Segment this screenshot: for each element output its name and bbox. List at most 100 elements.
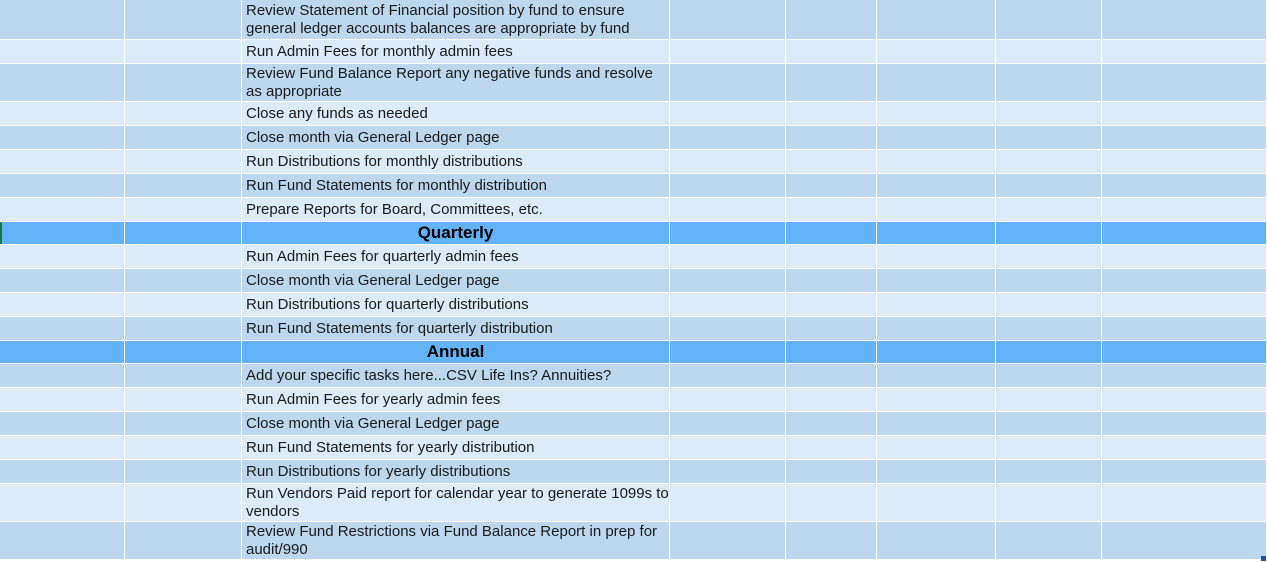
empty-cell[interactable] [670, 293, 786, 317]
empty-cell[interactable] [0, 522, 125, 560]
empty-cell[interactable] [996, 245, 1102, 269]
empty-cell[interactable] [1102, 388, 1267, 412]
empty-cell[interactable] [0, 293, 125, 317]
empty-cell[interactable] [125, 102, 242, 126]
empty-cell[interactable] [996, 317, 1102, 341]
empty-cell[interactable] [670, 317, 786, 341]
empty-cell[interactable] [1102, 460, 1267, 484]
empty-cell[interactable] [670, 102, 786, 126]
empty-cell[interactable] [670, 460, 786, 484]
empty-cell[interactable] [877, 222, 996, 245]
empty-cell[interactable] [0, 222, 125, 245]
empty-cell[interactable] [0, 269, 125, 293]
empty-cell[interactable] [125, 222, 242, 245]
empty-cell[interactable] [1102, 436, 1267, 460]
empty-cell[interactable] [1102, 64, 1267, 102]
empty-cell[interactable] [786, 269, 877, 293]
empty-cell[interactable] [0, 364, 125, 388]
empty-cell[interactable] [670, 436, 786, 460]
empty-cell[interactable] [670, 412, 786, 436]
empty-cell[interactable] [877, 364, 996, 388]
empty-cell[interactable] [670, 388, 786, 412]
empty-cell[interactable] [786, 102, 877, 126]
empty-cell[interactable] [996, 150, 1102, 174]
empty-cell[interactable] [125, 174, 242, 198]
empty-cell[interactable] [1102, 364, 1267, 388]
empty-cell[interactable] [0, 40, 125, 64]
empty-cell[interactable] [877, 460, 996, 484]
empty-cell[interactable] [125, 0, 242, 40]
empty-cell[interactable] [996, 222, 1102, 245]
empty-cell[interactable] [1102, 341, 1267, 364]
empty-cell[interactable] [996, 64, 1102, 102]
empty-cell[interactable] [125, 412, 242, 436]
empty-cell[interactable] [786, 522, 877, 560]
empty-cell[interactable] [0, 341, 125, 364]
empty-cell[interactable] [0, 412, 125, 436]
empty-cell[interactable] [877, 436, 996, 460]
empty-cell[interactable] [670, 150, 786, 174]
empty-cell[interactable] [670, 40, 786, 64]
empty-cell[interactable] [0, 174, 125, 198]
empty-cell[interactable] [0, 126, 125, 150]
task-cell[interactable]: Run Admin Fees for quarterly admin fees [242, 245, 670, 269]
empty-cell[interactable] [1102, 317, 1267, 341]
empty-cell[interactable] [1102, 484, 1267, 522]
empty-cell[interactable] [670, 522, 786, 560]
empty-cell[interactable] [877, 484, 996, 522]
empty-cell[interactable] [1102, 150, 1267, 174]
task-cell[interactable]: Review Fund Balance Report any negative … [242, 64, 670, 102]
empty-cell[interactable] [670, 174, 786, 198]
empty-cell[interactable] [125, 40, 242, 64]
empty-cell[interactable] [786, 40, 877, 64]
empty-cell[interactable] [786, 388, 877, 412]
empty-cell[interactable] [786, 460, 877, 484]
empty-cell[interactable] [877, 522, 996, 560]
empty-cell[interactable] [786, 412, 877, 436]
task-cell[interactable]: Run Distributions for monthly distributi… [242, 150, 670, 174]
empty-cell[interactable] [125, 388, 242, 412]
task-cell[interactable]: Run Distributions for quarterly distribu… [242, 293, 670, 317]
empty-cell[interactable] [125, 460, 242, 484]
task-cell[interactable]: Run Distributions for yearly distributio… [242, 460, 670, 484]
task-cell[interactable]: Run Fund Statements for yearly distribut… [242, 436, 670, 460]
task-cell[interactable]: Run Vendors Paid report for calendar yea… [242, 484, 670, 522]
task-cell[interactable]: Close month via General Ledger page [242, 269, 670, 293]
empty-cell[interactable] [877, 64, 996, 102]
empty-cell[interactable] [996, 412, 1102, 436]
empty-cell[interactable] [1102, 40, 1267, 64]
empty-cell[interactable] [877, 412, 996, 436]
empty-cell[interactable] [877, 174, 996, 198]
empty-cell[interactable] [996, 460, 1102, 484]
empty-cell[interactable] [1102, 269, 1267, 293]
task-cell[interactable]: Close month via General Ledger page [242, 412, 670, 436]
empty-cell[interactable] [786, 198, 877, 222]
empty-cell[interactable] [996, 0, 1102, 40]
empty-cell[interactable] [1102, 293, 1267, 317]
empty-cell[interactable] [670, 0, 786, 40]
empty-cell[interactable] [1102, 245, 1267, 269]
empty-cell[interactable] [877, 317, 996, 341]
empty-cell[interactable] [125, 269, 242, 293]
empty-cell[interactable] [0, 64, 125, 102]
empty-cell[interactable] [0, 388, 125, 412]
empty-cell[interactable] [0, 0, 125, 40]
section-header-cell[interactable]: Quarterly [242, 222, 670, 245]
empty-cell[interactable] [0, 436, 125, 460]
task-cell[interactable]: Run Admin Fees for monthly admin fees [242, 40, 670, 64]
task-cell[interactable]: Run Admin Fees for yearly admin fees [242, 388, 670, 412]
empty-cell[interactable] [125, 293, 242, 317]
task-cell[interactable]: Run Fund Statements for quarterly distri… [242, 317, 670, 341]
empty-cell[interactable] [125, 245, 242, 269]
empty-cell[interactable] [786, 222, 877, 245]
empty-cell[interactable] [786, 436, 877, 460]
empty-cell[interactable] [670, 484, 786, 522]
empty-cell[interactable] [786, 317, 877, 341]
empty-cell[interactable] [877, 341, 996, 364]
empty-cell[interactable] [670, 364, 786, 388]
empty-cell[interactable] [0, 198, 125, 222]
empty-cell[interactable] [996, 174, 1102, 198]
empty-cell[interactable] [0, 460, 125, 484]
empty-cell[interactable] [996, 102, 1102, 126]
empty-cell[interactable] [125, 317, 242, 341]
